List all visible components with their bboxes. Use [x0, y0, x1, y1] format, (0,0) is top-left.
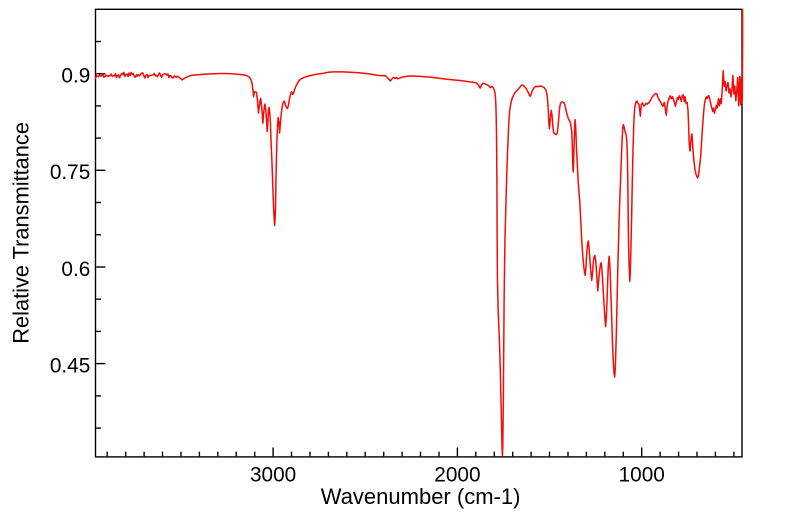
- svg-text:2000: 2000: [434, 463, 480, 486]
- svg-text:0.6: 0.6: [61, 258, 90, 281]
- svg-text:Relative Transmittance: Relative Transmittance: [8, 122, 33, 344]
- svg-text:0.75: 0.75: [50, 161, 90, 184]
- svg-text:3000: 3000: [250, 463, 296, 486]
- svg-text:0.45: 0.45: [50, 355, 90, 378]
- svg-text:0.9: 0.9: [61, 65, 90, 88]
- svg-text:1000: 1000: [619, 463, 665, 486]
- svg-text:Wavenumber (cm-1): Wavenumber (cm-1): [321, 484, 521, 509]
